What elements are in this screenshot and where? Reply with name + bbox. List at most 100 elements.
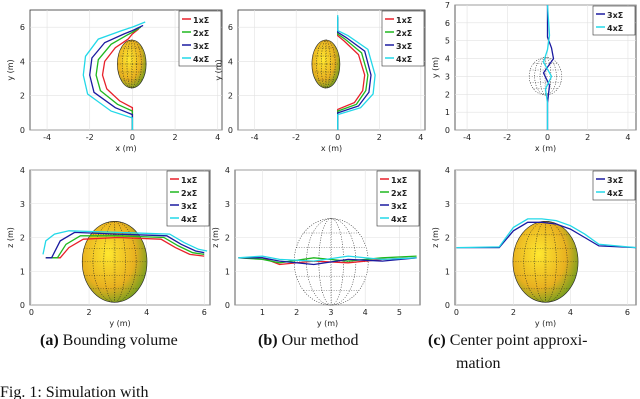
x-tick-label: 4 (625, 133, 630, 142)
x-tick-label: 0 (130, 133, 135, 142)
legend: 1xΣ 2xΣ 3xΣ 4xΣ (381, 10, 425, 67)
obstacle-mesh (321, 39, 331, 89)
series-line (542, 5, 555, 130)
y-tick-label: 6 (20, 23, 25, 32)
chart: 1 2 3 4 5 0 1 2 3 4 y (m) z (m) 1xΣ 2xΣ 3xΣ 4xΣ (211, 166, 421, 328)
obstacle-mesh (121, 39, 142, 89)
y-tick-label: 1 (445, 108, 450, 117)
obstacle-mesh (534, 221, 557, 303)
y-tick-label: 4 (225, 166, 230, 175)
y-tick-label: 0 (20, 126, 25, 135)
legend-label: 2xΣ (391, 189, 407, 198)
y-tick-label: 3 (20, 200, 25, 209)
legend-label: 3xΣ (193, 42, 209, 51)
legend-label: 2xΣ (193, 29, 209, 38)
obstacle-mesh (325, 39, 327, 89)
legend-label: 3xΣ (607, 176, 623, 185)
y-axis-label: y (m) (6, 59, 15, 80)
x-tick-label: 2 (511, 308, 516, 317)
series-line (456, 218, 637, 249)
x-tick-label: -4 (43, 133, 51, 142)
series-line (337, 16, 372, 130)
x-tick-label: -2 (503, 133, 511, 142)
legend-label: 3xΣ (607, 11, 623, 20)
x-tick-label: 0 (545, 133, 550, 142)
legend-label: 4xΣ (607, 24, 623, 33)
y-tick-label: 4 (445, 55, 450, 64)
x-axis-label: y (m) (109, 319, 130, 328)
obstacle (117, 39, 147, 89)
x-tick-label: 1 (260, 308, 265, 317)
legend-label: 4xΣ (607, 189, 623, 198)
y-tick-label: 2 (228, 92, 233, 101)
series-line (337, 15, 376, 130)
series-line (337, 18, 366, 130)
series-line (42, 230, 208, 255)
x-axis-label: x (m) (115, 144, 136, 153)
legend-label: 1xΣ (193, 16, 209, 25)
x-tick-label: 2 (86, 308, 91, 317)
y-tick-label: 0 (20, 301, 25, 310)
x-axis-label: x (m) (321, 144, 342, 153)
y-tick-label: 2 (20, 234, 25, 243)
y-tick-label: 1 (20, 267, 25, 276)
x-tick-label: 4 (144, 308, 149, 317)
x-tick-label: -2 (292, 133, 300, 142)
x-tick-label: 4 (363, 308, 368, 317)
y-tick-label: 0 (225, 301, 230, 310)
figure-caption: Fig. 1: Simulation with (0, 384, 148, 399)
legend-label: 1xΣ (396, 16, 412, 25)
legend-box (592, 170, 636, 201)
x-tick-label: 0 (29, 308, 34, 317)
caption-c: (c) Center point approxi- (428, 332, 588, 349)
y-axis-label: y (m) (431, 57, 440, 78)
obstacle-mesh (131, 39, 133, 89)
legend-box (592, 5, 636, 36)
legend-label: 3xΣ (181, 202, 197, 211)
series-line (82, 21, 146, 130)
obstacle-mesh (126, 39, 137, 89)
series-line (456, 221, 637, 249)
series-line (45, 236, 205, 259)
y-tick-label: 0 (445, 126, 450, 135)
y-tick-label: 0 (228, 126, 233, 135)
legend-box (381, 10, 425, 67)
x-tick-label: 2 (377, 133, 382, 142)
x-tick-label: 6 (202, 308, 207, 317)
legend: 1xΣ 2xΣ 3xΣ 4xΣ (376, 170, 420, 227)
x-tick-label: 6 (625, 308, 630, 317)
series-line (101, 28, 140, 130)
legend-label: 2xΣ (396, 29, 412, 38)
legend-label: 4xΣ (396, 55, 412, 64)
y-tick-label: 2 (225, 234, 230, 243)
y-axis-label: y (m) (214, 59, 223, 80)
caption-text: Center point approxi- (450, 332, 588, 349)
caption-label: (a) (40, 332, 59, 349)
legend: 1xΣ 2xΣ 3xΣ 4xΣ (178, 10, 222, 67)
y-tick-label: 2 (445, 234, 450, 243)
series-line (95, 26, 142, 130)
caption-label: (b) (258, 332, 278, 349)
y-tick-label: 1 (445, 267, 450, 276)
caption-text: Bounding volume (63, 332, 178, 349)
y-tick-label: 4 (20, 166, 25, 175)
legend-box (178, 10, 222, 67)
caption-a: (a) Bounding volume (40, 332, 178, 349)
obstacle-mesh (318, 218, 344, 306)
y-tick-label: 3 (445, 72, 450, 81)
x-tick-label: 4 (215, 133, 220, 142)
x-tick-label: -4 (463, 133, 471, 142)
chart: 0 2 4 6 0 1 2 3 4 y (m) z (m) 1xΣ 2xΣ 3xΣ 4xΣ (6, 166, 211, 328)
x-tick-label: 0 (454, 308, 459, 317)
x-axis-label: x (m) (535, 144, 556, 153)
y-tick-label: 4 (445, 166, 450, 175)
legend-label: 3xΣ (396, 42, 412, 51)
y-tick-label: 6 (445, 19, 450, 28)
y-tick-label: 3 (445, 200, 450, 209)
x-tick-label: 3 (328, 308, 333, 317)
obstacle-mesh (523, 221, 568, 303)
